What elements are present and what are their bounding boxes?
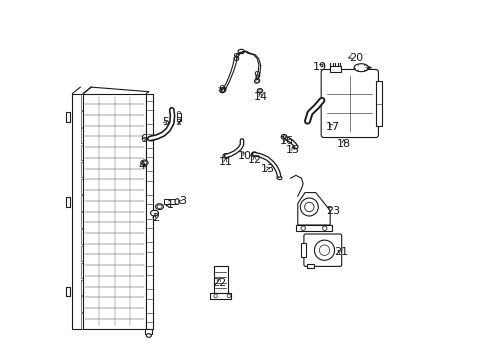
Ellipse shape — [251, 152, 257, 156]
Polygon shape — [66, 287, 69, 296]
Ellipse shape — [227, 294, 230, 298]
Circle shape — [301, 226, 305, 230]
Circle shape — [314, 240, 334, 260]
Text: 15: 15 — [285, 145, 300, 155]
Ellipse shape — [276, 176, 282, 180]
Ellipse shape — [223, 153, 229, 158]
Bar — [145, 329, 152, 334]
Bar — [329, 66, 340, 72]
Text: 23: 23 — [325, 206, 339, 216]
Text: 13: 13 — [261, 164, 274, 174]
Ellipse shape — [175, 199, 179, 204]
Ellipse shape — [213, 294, 217, 298]
Bar — [146, 94, 152, 329]
Bar — [81, 246, 84, 261]
Text: 2: 2 — [152, 213, 159, 223]
Text: 1: 1 — [167, 200, 174, 210]
Circle shape — [300, 198, 318, 216]
Ellipse shape — [150, 210, 158, 216]
Bar — [307, 264, 314, 268]
Bar — [213, 266, 227, 293]
Text: 5: 5 — [162, 117, 168, 127]
Text: 8: 8 — [231, 53, 239, 63]
Text: 6: 6 — [140, 134, 147, 144]
Text: 12: 12 — [247, 155, 261, 165]
Ellipse shape — [177, 120, 181, 122]
Bar — [81, 229, 84, 244]
Text: 22: 22 — [212, 278, 226, 288]
Text: 20: 20 — [348, 53, 363, 63]
Circle shape — [304, 202, 313, 212]
Polygon shape — [66, 112, 69, 122]
Bar — [81, 296, 84, 312]
Text: 16: 16 — [280, 136, 293, 147]
FancyBboxPatch shape — [321, 69, 378, 138]
Bar — [81, 280, 84, 295]
Bar — [72, 94, 83, 329]
Bar — [81, 313, 84, 329]
Ellipse shape — [141, 160, 148, 165]
Bar — [301, 243, 305, 257]
Bar — [81, 162, 84, 177]
Bar — [375, 81, 382, 126]
Text: 9: 9 — [253, 71, 260, 81]
Text: 4: 4 — [138, 161, 145, 171]
Text: 18: 18 — [336, 139, 350, 149]
Ellipse shape — [177, 112, 181, 114]
Bar — [81, 212, 84, 228]
Text: 17: 17 — [325, 122, 339, 132]
Bar — [81, 111, 84, 127]
Ellipse shape — [146, 334, 151, 337]
FancyBboxPatch shape — [303, 234, 341, 266]
Text: 19: 19 — [312, 62, 326, 72]
Polygon shape — [66, 197, 69, 207]
Ellipse shape — [257, 89, 262, 93]
Circle shape — [322, 226, 326, 230]
Text: 21: 21 — [333, 247, 347, 257]
Ellipse shape — [238, 49, 244, 54]
Ellipse shape — [281, 134, 286, 139]
Polygon shape — [210, 293, 231, 299]
Ellipse shape — [149, 136, 155, 141]
Bar — [81, 94, 84, 110]
Polygon shape — [297, 193, 329, 225]
Bar — [81, 128, 84, 143]
Bar — [81, 263, 84, 278]
Bar — [81, 145, 84, 160]
Ellipse shape — [254, 79, 259, 83]
Ellipse shape — [353, 64, 368, 72]
Text: 10: 10 — [237, 150, 251, 161]
Bar — [83, 94, 146, 329]
Bar — [164, 199, 177, 204]
Text: 11: 11 — [218, 157, 232, 167]
Text: 9: 9 — [218, 85, 225, 95]
Text: 7: 7 — [175, 117, 182, 127]
Bar — [177, 113, 181, 121]
Text: 3: 3 — [178, 196, 185, 206]
Polygon shape — [295, 225, 331, 231]
Bar — [81, 195, 84, 211]
Ellipse shape — [155, 204, 163, 210]
Text: 14: 14 — [253, 92, 267, 102]
Ellipse shape — [220, 87, 225, 93]
Bar — [81, 179, 84, 194]
